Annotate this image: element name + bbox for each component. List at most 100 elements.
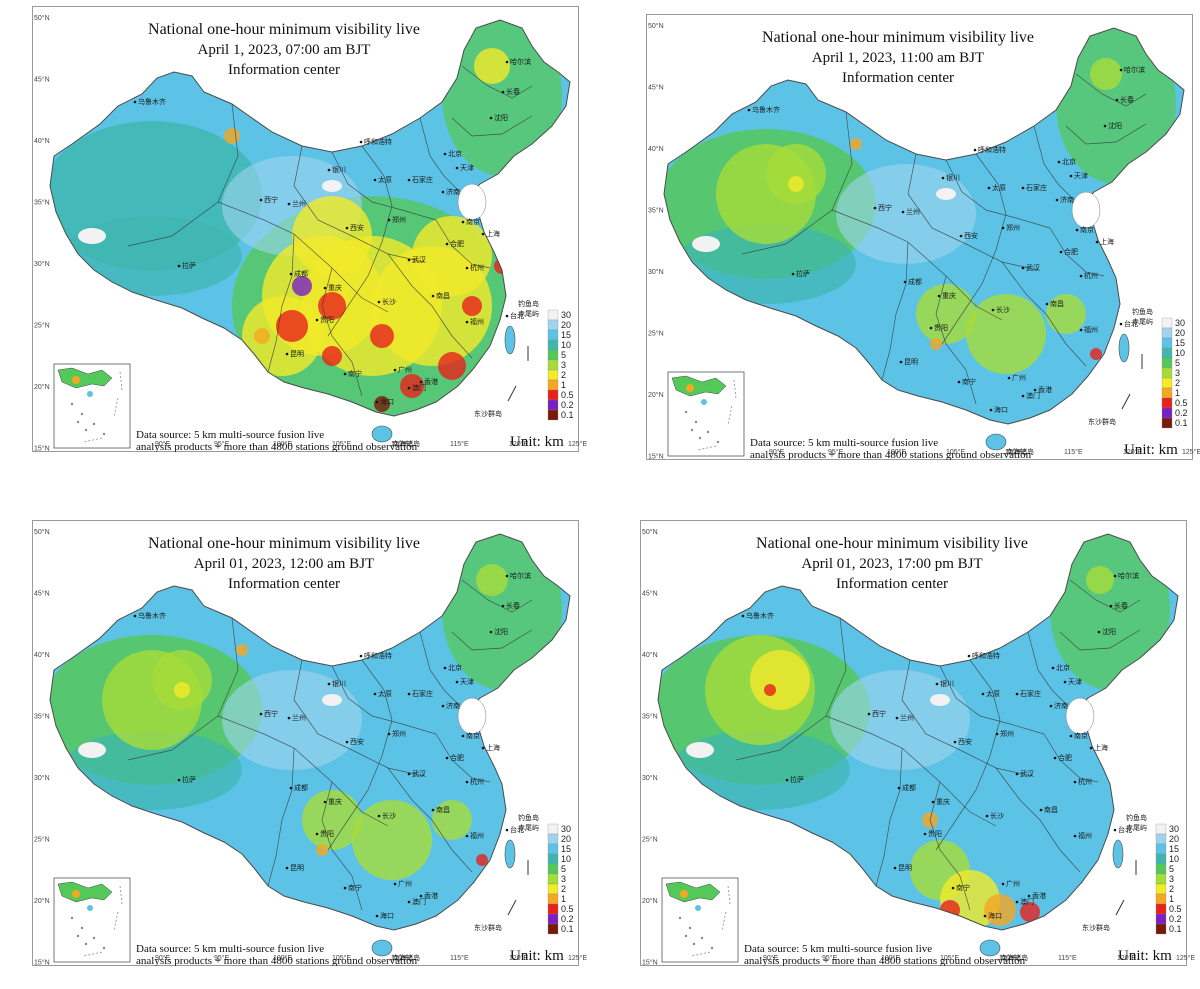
city-dot [1119, 322, 1123, 326]
city-label: 济南 [1060, 195, 1074, 204]
city-label: 上海 [486, 229, 500, 238]
hainan-island [371, 939, 393, 957]
inset-island [87, 391, 93, 397]
city-dot [1063, 680, 1067, 684]
visibility-hotspot [438, 352, 466, 380]
visibility-hotspot [370, 324, 394, 348]
city-dot [289, 272, 293, 276]
city-dot [505, 574, 509, 578]
inset-boundary [691, 885, 731, 957]
city-label: 乌鲁木齐 [746, 611, 774, 620]
legend-swatch [547, 903, 559, 915]
lon-tick-label: 90°E [155, 440, 171, 448]
city-dot [445, 242, 449, 246]
city-dot [441, 190, 445, 194]
taiwan-island [1112, 839, 1124, 869]
city-dot [177, 778, 181, 782]
map-panel-3: 50°N45°N40°N35°N30°N25°N20°N15°N85°E90°E… [32, 520, 592, 966]
city-label: 澳门 [412, 897, 426, 906]
city-label: 香港 [424, 377, 438, 386]
city-label: 海口 [380, 911, 394, 920]
city-dot [501, 90, 505, 94]
city-label: 乌鲁木齐 [138, 97, 166, 106]
lon-tick-label: 110°E [999, 954, 1018, 962]
inset-coast [671, 375, 727, 397]
city-label: 拉萨 [182, 261, 196, 270]
province-boundary [929, 781, 971, 911]
visibility-hotspot [292, 196, 372, 276]
city-dot [465, 266, 469, 270]
inset-island [701, 399, 707, 405]
city-dot [489, 116, 493, 120]
province-boundary [293, 145, 425, 263]
lon-tick-label: 90°E [769, 448, 785, 456]
lat-tick-label: 50°N [642, 528, 658, 536]
inset-island [92, 936, 96, 940]
city-label: 哈尔滨 [1124, 65, 1145, 74]
visibility-hotspot [764, 684, 776, 696]
city-label: 长春 [1120, 95, 1134, 104]
city-dot [133, 614, 137, 618]
legend-label: 2 [1175, 378, 1180, 388]
city-label: 重庆 [328, 797, 342, 806]
lon-tick-label: 120°E [509, 954, 528, 962]
map-panel-1: 50°N45°N40°N35°N30°N25°N20°N15°N85°E90°E… [32, 6, 592, 452]
lat-tick-label: 30°N [34, 774, 50, 782]
city-label: 贵阳 [928, 829, 942, 838]
dashed-boundary [507, 899, 517, 916]
visibility-hotspot [236, 644, 248, 656]
city-dot [1115, 98, 1119, 102]
legend-label: 3 [561, 360, 566, 370]
legend-swatch [547, 853, 559, 865]
city-dot [899, 360, 903, 364]
inset-island [84, 942, 88, 946]
city-label: 上海 [1100, 237, 1114, 246]
city-dot [967, 654, 971, 658]
visibility-hotspot [788, 176, 804, 192]
low-data-patch [692, 236, 720, 252]
lon-tick-label: 115°E [1064, 448, 1083, 456]
city-dot [505, 60, 509, 64]
legend-swatch [1161, 407, 1173, 419]
island-label: 南海诸岛 [392, 439, 420, 448]
map-title: National one-hour minimum visibility liv… [756, 535, 1028, 552]
city-label: 长春 [1114, 601, 1128, 610]
province-boundary [935, 275, 977, 405]
legend-swatch [547, 349, 559, 361]
data-source-line-1: Data source: 5 km multi-source fusion li… [136, 943, 324, 955]
city-dot [1007, 376, 1011, 380]
hainan-island [985, 433, 1007, 451]
city-label: 银川 [332, 679, 346, 688]
map-organization: Information center [842, 70, 954, 86]
visibility-layer [658, 534, 1170, 930]
city-label: 郑州 [1000, 730, 1014, 738]
city-label: 长沙 [382, 811, 396, 820]
city-dot [465, 320, 469, 324]
city-label: 呼和浩特 [978, 145, 1006, 154]
city-dot [1015, 772, 1019, 776]
province-boundary [435, 219, 491, 269]
map-time: April 1, 2023, 07:00 am BJT [198, 42, 371, 58]
city-dot [1039, 808, 1043, 812]
lon-tick-label: 90°E [763, 954, 779, 962]
city-dot [441, 704, 445, 708]
visibility-hotspot [930, 338, 942, 350]
city-dot [1049, 704, 1053, 708]
data-source-line-1: Data source: 5 km multi-source fusion li… [744, 943, 932, 955]
city-label: 兰州 [292, 713, 306, 722]
city-dot [323, 286, 327, 290]
legend-label: 1 [561, 894, 566, 904]
city-label: 福州 [470, 831, 484, 840]
legend-label: 20 [561, 834, 571, 844]
lat-tick-label: 30°N [648, 268, 664, 276]
inset-island [70, 402, 74, 406]
visibility-hotspot [462, 296, 482, 316]
city-dot [505, 828, 509, 832]
legend-label: 0.5 [1169, 904, 1182, 914]
province-boundary [217, 715, 389, 827]
city-label: 石家庄 [412, 689, 433, 698]
city-label: 银川 [946, 173, 960, 182]
legend-swatch [547, 833, 559, 845]
city-label: 昆明 [904, 358, 918, 366]
city-label: 澳门 [1020, 897, 1034, 906]
